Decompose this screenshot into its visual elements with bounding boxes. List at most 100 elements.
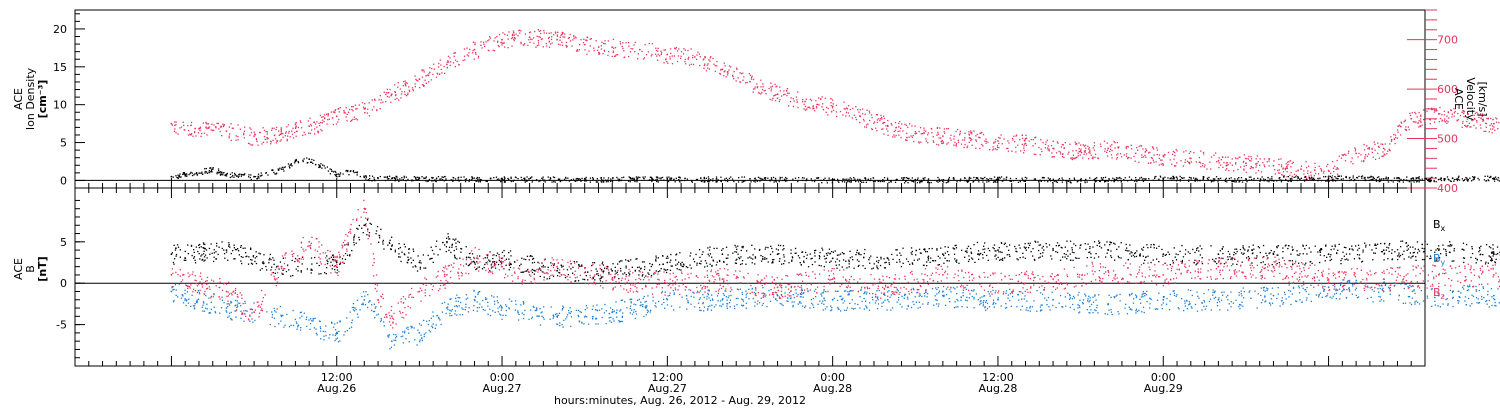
density-series-point [405, 180, 407, 182]
density-series-point [1498, 180, 1500, 182]
bx-series-point [1055, 245, 1057, 247]
bx-series-point [1471, 252, 1474, 255]
bx-series-point [508, 269, 510, 271]
bx-series-point [1462, 242, 1465, 244]
density-series-point [850, 178, 853, 180]
density-series-point [877, 180, 879, 182]
velocity-series-point [497, 40, 499, 42]
bx-series-point [1025, 249, 1027, 251]
bx-series-point [777, 249, 779, 251]
density-series-point [260, 172, 262, 174]
density-series-point [849, 177, 851, 179]
density-series-point [730, 176, 732, 178]
velocity-series-point [1263, 164, 1265, 166]
density-series-point [1224, 180, 1226, 182]
velocity-series-point [861, 108, 864, 110]
density-series-point [1414, 179, 1416, 181]
density-series-point [523, 179, 526, 182]
density-series-point [846, 181, 848, 184]
density-series-point [379, 175, 381, 178]
bx-series-point [1095, 253, 1097, 255]
velocity-series-point [430, 79, 433, 81]
bx-series-point [1262, 244, 1265, 247]
bx-series-point [1372, 259, 1374, 261]
velocity-series-point [399, 88, 401, 90]
velocity-series-point [1415, 113, 1417, 115]
bx-series-point [979, 253, 981, 255]
bx-series-point [1239, 248, 1242, 251]
velocity-series-point [1188, 161, 1191, 164]
velocity-series-point [641, 50, 643, 53]
density-series-point [574, 180, 576, 182]
velocity-series-point [786, 92, 789, 94]
velocity-series-point [502, 32, 504, 34]
bx-series-point [458, 241, 461, 244]
bx-series-point [926, 261, 928, 263]
bx-series-point [783, 248, 785, 250]
velocity-series-point [1354, 150, 1356, 152]
bx-series-point [218, 246, 220, 248]
bx-series-point [670, 265, 672, 267]
bx-series-point [638, 266, 640, 268]
density-series-point [1345, 175, 1347, 178]
density-series-point [1337, 177, 1339, 180]
density-series-point [339, 175, 341, 177]
density-series-point [442, 176, 444, 178]
bx-series-point [1306, 253, 1308, 255]
density-series-point [1102, 177, 1105, 179]
velocity-series-point [932, 136, 934, 138]
bx-series-point [653, 273, 655, 275]
density-series-point [323, 165, 325, 167]
velocity-series-point [1174, 151, 1176, 154]
bx-series-point [331, 264, 334, 266]
velocity-series-point [959, 134, 961, 136]
velocity-series-point [1070, 157, 1072, 159]
density-series-point [1443, 179, 1446, 182]
bx-series-point [442, 241, 444, 244]
velocity-series-point [996, 144, 999, 147]
velocity-series-point [1035, 136, 1037, 138]
density-series-point [794, 177, 797, 179]
density-series-point [1433, 180, 1435, 183]
density-series-point [650, 176, 652, 178]
velocity-series-point [1145, 148, 1147, 150]
bx-series-point [199, 243, 201, 246]
velocity-series-point [725, 76, 727, 78]
density-series-point [1077, 180, 1080, 182]
velocity-series-point [1327, 163, 1329, 165]
velocity-series-point [386, 95, 389, 98]
velocity-series-point [1097, 157, 1100, 160]
density-series-point [616, 176, 618, 179]
density-series-point [219, 174, 222, 176]
velocity-series-point [993, 142, 995, 144]
density-series-point [916, 182, 919, 184]
velocity-series-point [287, 124, 290, 126]
bx-series-point [1110, 255, 1112, 257]
velocity-series-point [955, 130, 957, 133]
density-series-point [363, 175, 365, 177]
velocity-series-point [1368, 147, 1370, 149]
velocity-series-point [566, 45, 568, 47]
velocity-series-point [466, 54, 468, 56]
density-series-point [982, 177, 984, 180]
density-series-point [485, 180, 487, 182]
bx-series-point [803, 255, 805, 258]
bx-series-point [952, 247, 954, 249]
bx-series-point [825, 257, 828, 259]
velocity-series-point [1340, 157, 1343, 159]
bx-series-point [526, 255, 529, 257]
density-series-point [529, 177, 532, 179]
velocity-series-point [249, 127, 251, 129]
bx-series-point [300, 271, 302, 273]
velocity-series-point [814, 110, 816, 112]
velocity-series-point [1485, 130, 1487, 132]
density-series-point [191, 172, 193, 174]
bx-series-point [594, 279, 596, 281]
velocity-series-point [1204, 164, 1206, 166]
bx-series-point [1222, 257, 1224, 260]
bx-series-point [883, 258, 885, 260]
velocity-series-point [1067, 153, 1069, 155]
density-series-data-point [1369, 176, 1371, 179]
bx-series-point [863, 256, 865, 258]
velocity-series-point [324, 117, 326, 119]
